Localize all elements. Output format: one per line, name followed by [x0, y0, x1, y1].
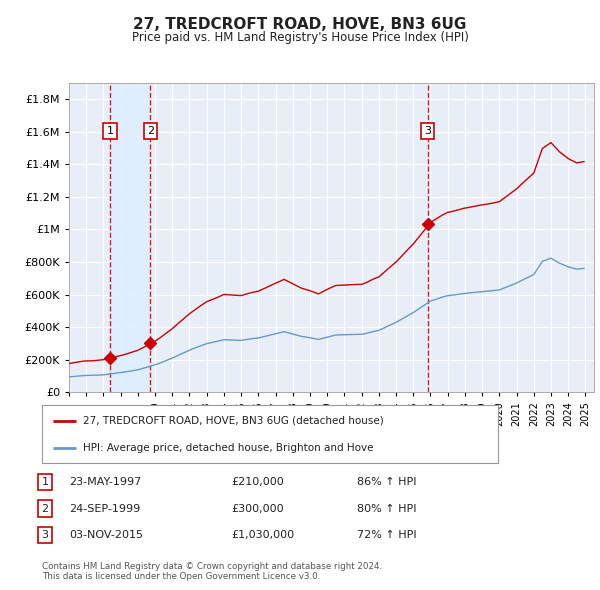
Text: 3: 3: [424, 126, 431, 136]
Text: 72% ↑ HPI: 72% ↑ HPI: [357, 530, 416, 540]
Text: 24-SEP-1999: 24-SEP-1999: [69, 504, 140, 513]
Text: Contains HM Land Registry data © Crown copyright and database right 2024.
This d: Contains HM Land Registry data © Crown c…: [42, 562, 382, 581]
Text: 80% ↑ HPI: 80% ↑ HPI: [357, 504, 416, 513]
Text: 3: 3: [41, 530, 49, 540]
Text: Price paid vs. HM Land Registry's House Price Index (HPI): Price paid vs. HM Land Registry's House …: [131, 31, 469, 44]
Text: £1,030,000: £1,030,000: [231, 530, 294, 540]
Text: £210,000: £210,000: [231, 477, 284, 487]
Text: 2: 2: [41, 504, 49, 513]
Text: 27, TREDCROFT ROAD, HOVE, BN3 6UG (detached house): 27, TREDCROFT ROAD, HOVE, BN3 6UG (detac…: [83, 416, 384, 426]
Text: 03-NOV-2015: 03-NOV-2015: [69, 530, 143, 540]
Text: 86% ↑ HPI: 86% ↑ HPI: [357, 477, 416, 487]
Text: 27, TREDCROFT ROAD, HOVE, BN3 6UG: 27, TREDCROFT ROAD, HOVE, BN3 6UG: [133, 17, 467, 31]
Text: 2: 2: [147, 126, 154, 136]
Text: 23-MAY-1997: 23-MAY-1997: [69, 477, 141, 487]
Text: HPI: Average price, detached house, Brighton and Hove: HPI: Average price, detached house, Brig…: [83, 442, 374, 453]
Text: £300,000: £300,000: [231, 504, 284, 513]
Text: 1: 1: [41, 477, 49, 487]
Text: 1: 1: [106, 126, 113, 136]
Bar: [110, 83, 151, 392]
